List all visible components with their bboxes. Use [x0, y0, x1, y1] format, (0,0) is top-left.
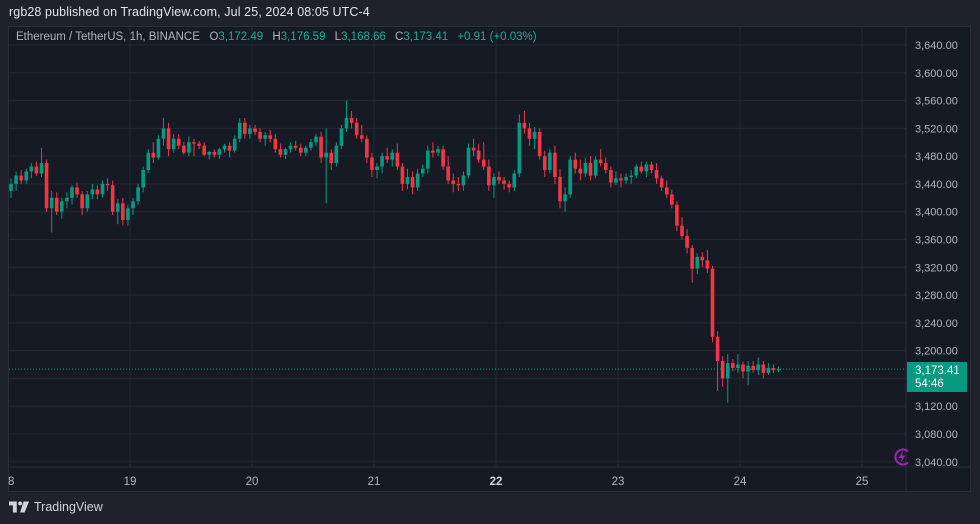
svg-text:25: 25: [856, 476, 869, 488]
svg-text:3,240.00: 3,240.00: [915, 318, 958, 330]
symbol-label[interactable]: Ethereum / TetherUS, 1h, BINANCE: [16, 31, 200, 43]
candles: [9, 100, 781, 403]
svg-text:21: 21: [368, 476, 381, 488]
svg-text:3,080.00: 3,080.00: [915, 429, 958, 441]
open-value: 3,172.49: [218, 31, 264, 43]
high-value: 3,176.59: [280, 31, 326, 43]
svg-text:3,480.00: 3,480.00: [915, 151, 958, 163]
close-value: 3,173.41: [403, 31, 449, 43]
chart-frame[interactable]: [8, 26, 971, 492]
svg-text:3,040.00: 3,040.00: [915, 457, 958, 469]
svg-text:19: 19: [124, 476, 137, 488]
svg-text:3,600.00: 3,600.00: [915, 68, 958, 80]
low-value: 3,168.66: [341, 31, 386, 43]
ohlc-legend: Ethereum / TetherUS, 1h, BINANCE O3,172.…: [16, 31, 537, 43]
tradingview-logo-icon: [9, 501, 29, 513]
svg-text:3,200.00: 3,200.00: [915, 346, 958, 358]
change-value: +0.91 (+0.03%): [457, 31, 537, 43]
svg-text:3,400.00: 3,400.00: [915, 207, 958, 219]
footer-brand[interactable]: TradingView: [9, 500, 103, 514]
last-price-value: 3,173.41: [915, 365, 960, 378]
grid-lines: [9, 27, 970, 491]
svg-text:23: 23: [612, 476, 625, 488]
attribution-text: rgb28 published on TradingView.com, Jul …: [9, 5, 370, 19]
svg-text:3,440.00: 3,440.00: [915, 179, 958, 191]
svg-text:3,120.00: 3,120.00: [915, 401, 958, 413]
bar-countdown: 54:46: [915, 378, 944, 391]
svg-text:24: 24: [734, 476, 747, 488]
lightning-alert-icon[interactable]: [892, 447, 912, 467]
svg-text:3,320.00: 3,320.00: [915, 262, 958, 274]
svg-text:3,560.00: 3,560.00: [915, 96, 958, 108]
svg-text:3,640.00: 3,640.00: [915, 40, 958, 52]
svg-text:3,360.00: 3,360.00: [915, 234, 958, 246]
brand-label: TradingView: [34, 500, 103, 514]
svg-text:20: 20: [246, 476, 259, 488]
last-price-badge: 3,173.41 54:46: [907, 362, 967, 393]
svg-text:3,280.00: 3,280.00: [915, 290, 958, 302]
price-axis: 3,640.00 3,600.00 3,560.00 3,520.00 3,480.00…: [915, 40, 958, 469]
svg-text:22: 22: [490, 476, 503, 488]
time-axis: 8 19 20 21 22 23 24 25: [8, 476, 868, 488]
svg-text:8: 8: [8, 476, 14, 488]
svg-text:3,520.00: 3,520.00: [915, 123, 958, 135]
